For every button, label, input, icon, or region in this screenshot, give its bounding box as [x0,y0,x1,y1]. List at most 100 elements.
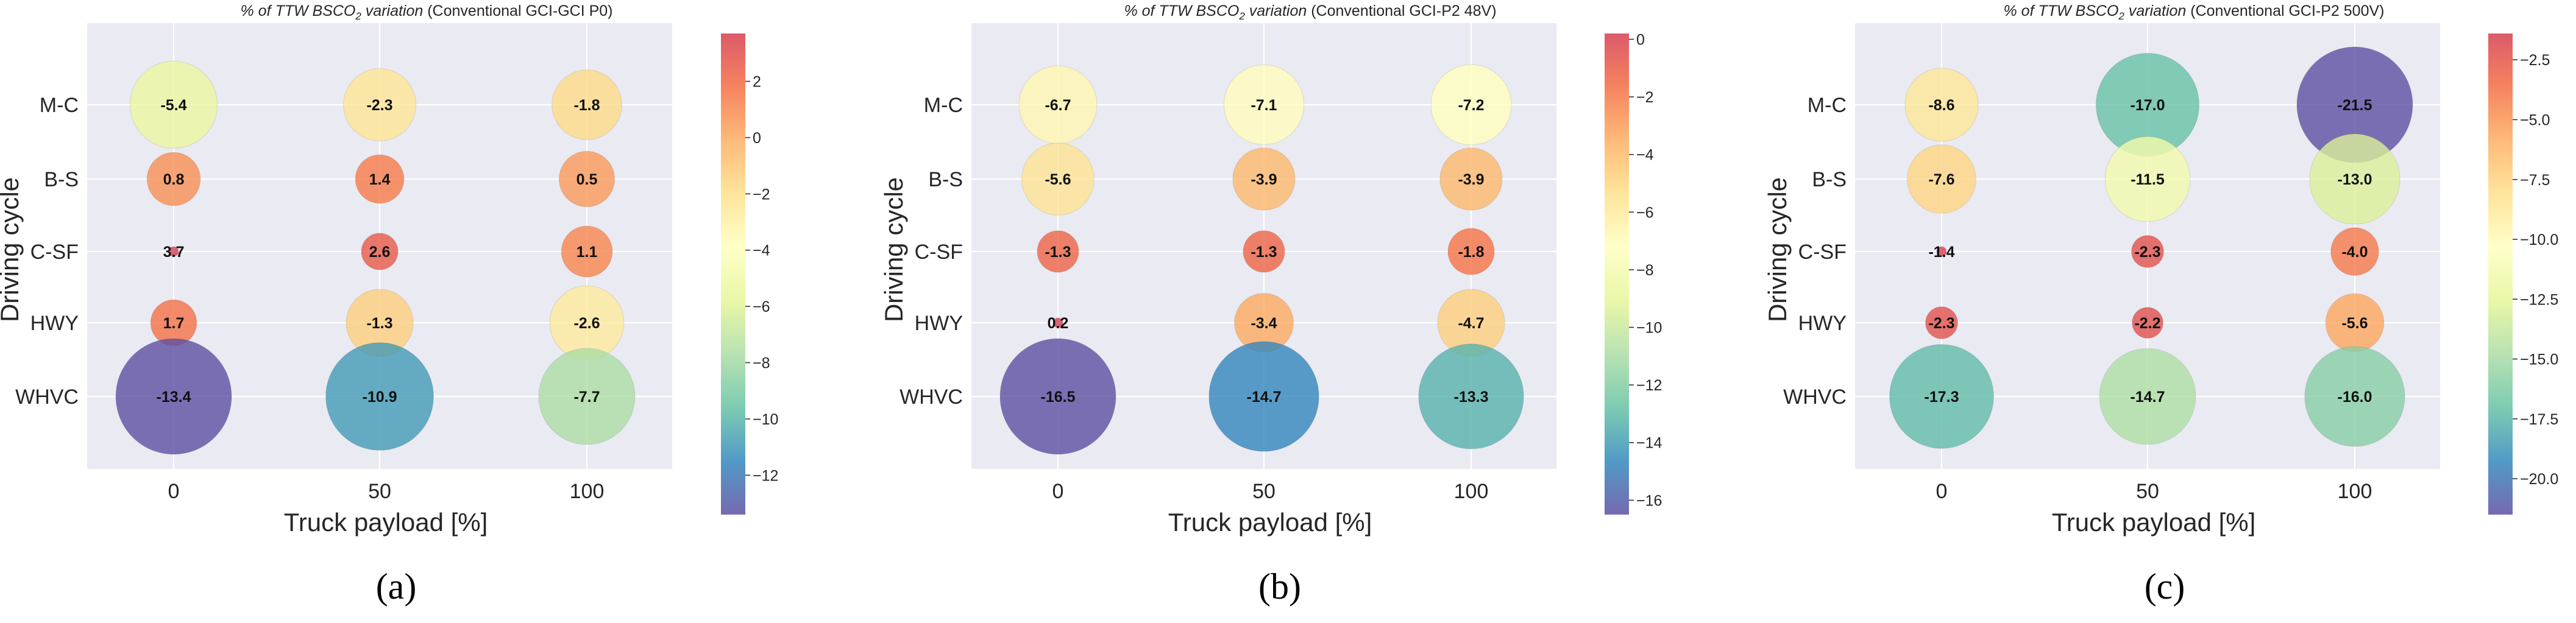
panel-label: (c) [2145,566,2185,607]
colorbar-tick-label: −14 [1636,435,1662,452]
colorbar-tick-label: −12 [753,467,778,484]
x-tick-label: 50 [2136,480,2159,503]
colorbar-tick-label: −2 [1636,89,1654,106]
bubble-value-label: -7.2 [1458,97,1484,114]
bubble-point [558,150,616,208]
bubble-point [2132,307,2163,339]
y-axis-label: Driving cycle [1763,177,1792,322]
title-main: % of TTW BSCO [2004,2,2119,19]
bubble-value-label: -17.0 [2131,97,2165,114]
bubble-value-label: -7.1 [1251,97,1277,114]
title-configuration: (Conventional GCI-P2 48V) [1311,2,1496,19]
bubble-point [538,348,636,445]
chart-title: % of TTW BSCO2 variation (Conventional G… [1124,2,1496,22]
colorbar-tick-label: −4 [1636,147,1654,164]
bubble-point [561,225,613,278]
bubble-point [325,342,434,451]
title-main: % of TTW BSCO [1124,2,1239,19]
bubble-value-label: -5.6 [2341,315,2368,332]
bubble-value-label: 1.4 [369,171,391,188]
chart-panel-3: % of TTW BSCO2 variation (Conventional G… [1763,2,2558,607]
bubble-value-label: -17.3 [1925,389,1959,406]
colorbar-tick-label: −10 [753,411,778,428]
title-subscript: 2 [2118,10,2124,22]
y-tick-label: C-SF [30,241,79,264]
y-tick-label: WHVC [15,385,79,409]
y-tick-label: C-SF [1798,241,1847,264]
bubble-value-label: -14.7 [2131,389,2165,406]
y-axis-label: Driving cycle [0,177,24,322]
chart-title: % of TTW BSCO2 variation (Conventional G… [2004,2,2385,22]
bubble-point [1936,246,1947,257]
bubble-point [2304,346,2405,447]
colorbar-tick-label: −8 [1636,262,1654,279]
colorbar-tick-label: −4 [753,242,770,259]
y-tick-label: C-SF [915,241,963,264]
bubble-value-label: -3.9 [1251,171,1277,188]
colorbar-tick-label: −16 [1636,492,1662,509]
colorbar-tick-label: 2 [753,74,761,91]
bubble-point [343,68,416,141]
bubble-point [2104,136,2191,222]
bubble-value-label: -3.9 [1458,171,1484,188]
bubble-value-label: -2.3 [366,97,392,114]
bubble-value-label: -4.0 [2341,244,2368,261]
colorbar [2488,33,2513,515]
colorbar-tick-label: −8 [753,355,770,372]
y-tick-label: HWY [30,312,79,335]
bubble-point [115,338,232,455]
bubble-value-label: -7.6 [1928,171,1954,188]
colorbar-tick-label: −12 [1636,377,1662,394]
bubble-value-label: -3.4 [1251,315,1277,332]
bubble-value-label: 0.2 [1048,315,1069,332]
bubble-value-label: -1.8 [1458,244,1484,261]
bubble-value-label: 1.7 [163,315,185,332]
x-axis-label: Truck payload [%] [2052,508,2256,537]
colorbar-tick-label: 0 [1636,31,1645,48]
bubble-value-label: 1.1 [577,244,598,261]
y-tick-label: HWY [1798,312,1847,335]
colorbar-tick-label: −7.5 [2520,172,2550,189]
y-tick-label: M-C [1808,94,1847,117]
x-tick-label: 0 [1936,480,1948,503]
bubble-point [1037,230,1079,273]
x-tick-label: 50 [368,480,391,503]
colorbar-tick-label: −6 [753,298,770,315]
bubble-value-label: -1.3 [1251,244,1277,261]
bubble-point [1889,344,1994,449]
colorbar-tick-label: −12.5 [2520,291,2558,308]
colorbar-tick-label: −5.0 [2520,111,2550,128]
x-tick-label: 0 [1052,480,1064,503]
title-variation: variation [1245,2,1311,19]
bubble-point [361,233,399,270]
bubble-point [1052,317,1063,328]
y-tick-label: HWY [915,312,963,335]
bubble-point [146,152,201,206]
title-subscript: 2 [355,10,361,22]
title-variation: variation [2124,2,2190,19]
bubble-value-label: -1.3 [366,315,392,332]
bubble-point [1208,341,1319,452]
colorbar-tick-label: −6 [1636,204,1654,221]
bubble-value-label: -4.7 [1458,315,1484,332]
bubble-value-label: 2.6 [369,244,391,261]
y-tick-label: WHVC [1783,385,1847,409]
bubble-point [1418,343,1524,449]
x-axis-label: Truck payload [%] [284,508,488,537]
bubble-point [1232,147,1296,211]
y-axis-label: Driving cycle [879,177,908,322]
bubble-point [2330,227,2379,276]
chart-panel-1: % of TTW BSCO2 variation (Conventional G… [0,2,778,607]
bubble-point [168,246,179,257]
title-main: % of TTW BSCO [240,2,355,19]
x-tick-label: 100 [2338,480,2372,503]
bubble-point [1907,144,1976,214]
bubble-point [2099,348,2196,445]
colorbar-tick-label: −2 [753,186,770,203]
panel-label: (b) [1258,566,1301,607]
x-tick-label: 100 [570,480,605,503]
bubble-value-label: -2.6 [573,315,600,332]
bubble-point [130,61,218,149]
colorbar-tick-label: −2.5 [2520,52,2550,69]
